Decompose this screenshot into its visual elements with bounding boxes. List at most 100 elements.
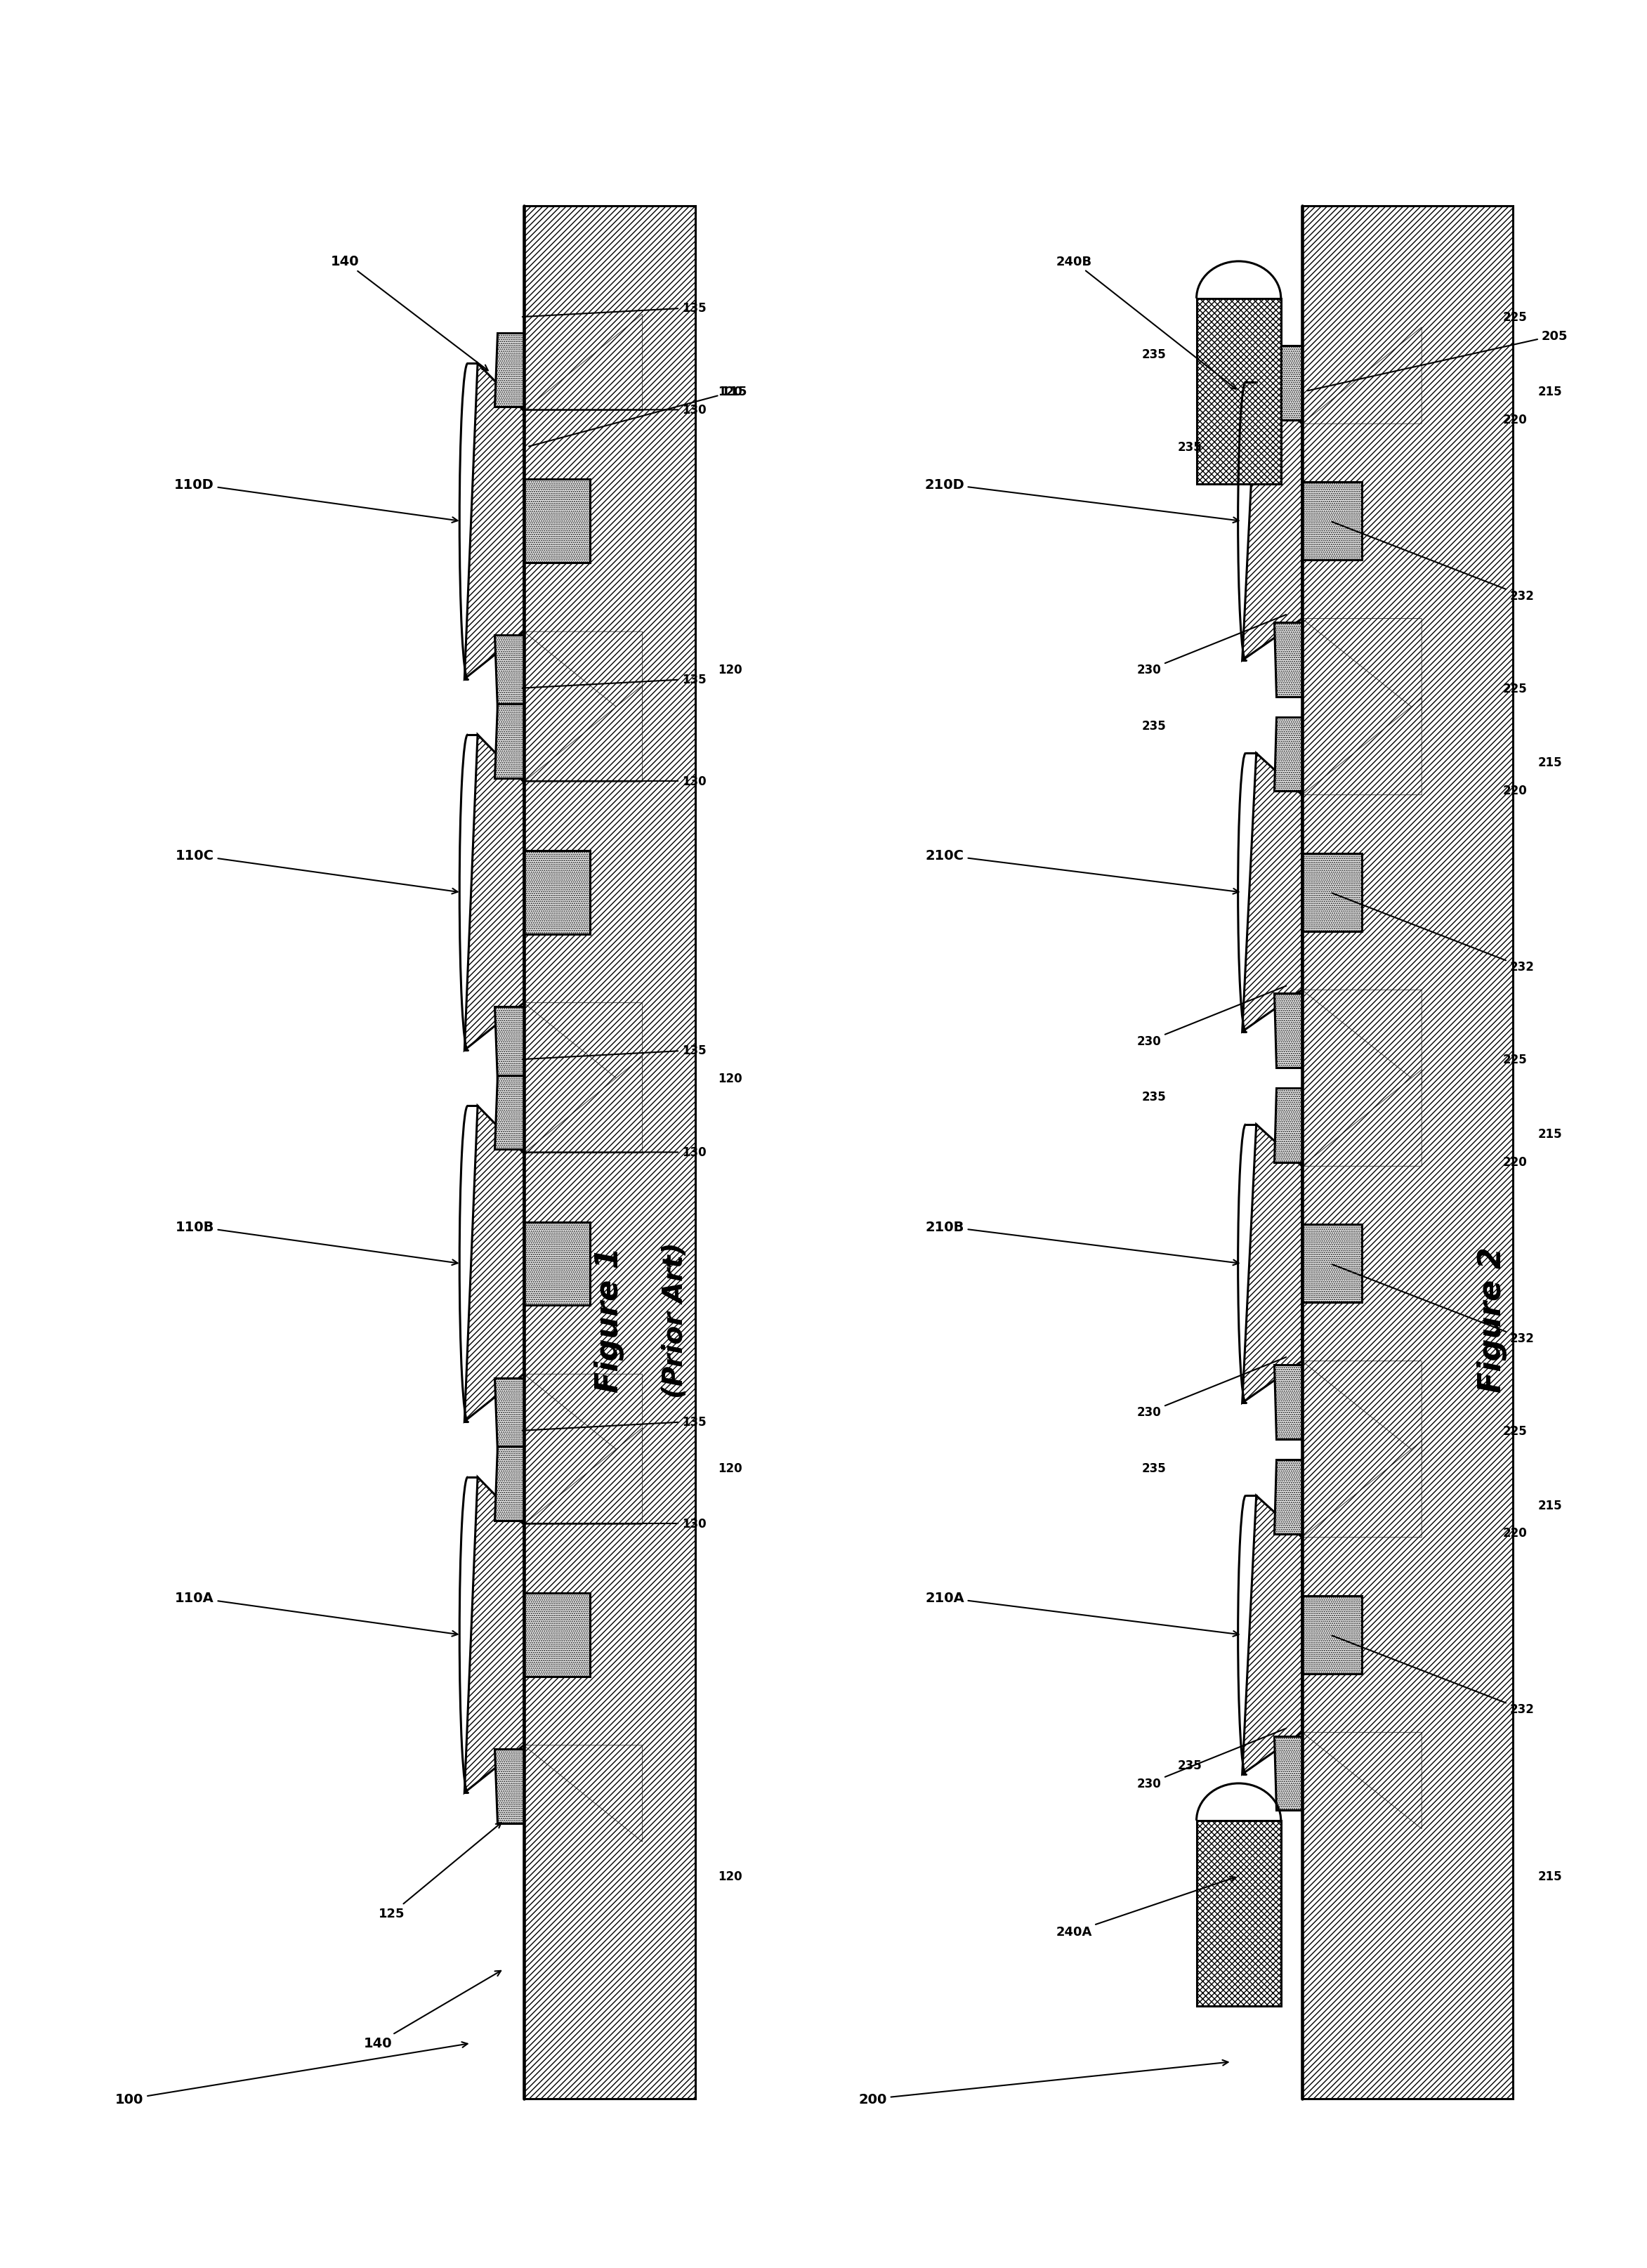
Text: 225: 225	[1502, 1052, 1527, 1066]
Text: 225: 225	[1502, 311, 1527, 324]
Text: 225: 225	[1502, 683, 1527, 694]
Text: 135: 135	[522, 302, 707, 318]
Text: Figure 2: Figure 2	[1477, 1247, 1507, 1393]
Bar	[1303, 483, 1362, 560]
Polygon shape	[1303, 327, 1421, 424]
Text: 230: 230	[1136, 987, 1286, 1048]
Polygon shape	[464, 735, 524, 1050]
Polygon shape	[1303, 619, 1421, 717]
Text: 235: 235	[1141, 349, 1166, 361]
Text: 120: 120	[718, 1869, 743, 1882]
Polygon shape	[494, 705, 524, 778]
Text: 120: 120	[718, 665, 743, 676]
Polygon shape	[1242, 1125, 1303, 1404]
Polygon shape	[524, 1057, 642, 1154]
Text: 135: 135	[522, 1415, 707, 1431]
Polygon shape	[494, 1007, 524, 1082]
Text: 210B: 210B	[926, 1220, 1239, 1266]
Bar	[1196, 299, 1281, 485]
Text: 125: 125	[379, 1823, 501, 1919]
Polygon shape	[494, 635, 524, 710]
Text: Figure 1: Figure 1	[595, 1247, 624, 1393]
Text: 220: 220	[1502, 1154, 1527, 1168]
Polygon shape	[1242, 1497, 1303, 1774]
Polygon shape	[524, 1746, 642, 1842]
Polygon shape	[1273, 347, 1303, 420]
Polygon shape	[464, 363, 524, 680]
Text: 230: 230	[1136, 615, 1286, 676]
Text: 235: 235	[1141, 719, 1166, 733]
Polygon shape	[524, 1002, 642, 1100]
Polygon shape	[494, 1447, 524, 1522]
Text: 140: 140	[331, 256, 488, 372]
Text: 140: 140	[364, 1971, 501, 2050]
Text: 240A: 240A	[1056, 1876, 1235, 1939]
Polygon shape	[1303, 206, 1514, 2098]
Text: 215: 215	[1538, 1499, 1561, 1510]
Polygon shape	[524, 315, 642, 411]
Text: 200: 200	[858, 2059, 1229, 2105]
Text: 110C: 110C	[176, 848, 458, 894]
Polygon shape	[1303, 1361, 1421, 1458]
Bar	[524, 1222, 590, 1306]
Bar	[524, 481, 590, 562]
Bar	[1196, 1821, 1281, 2007]
Polygon shape	[494, 1749, 524, 1823]
Bar	[1303, 853, 1362, 932]
Text: 110A: 110A	[175, 1592, 458, 1637]
Text: 215: 215	[1538, 758, 1561, 769]
Polygon shape	[464, 1107, 524, 1422]
Polygon shape	[524, 633, 642, 728]
Text: 235: 235	[1178, 1758, 1202, 1771]
Text: 232: 232	[1332, 894, 1533, 973]
Text: 232: 232	[1332, 1266, 1533, 1345]
Text: 215: 215	[1538, 1869, 1561, 1882]
Text: 210A: 210A	[926, 1592, 1239, 1637]
Polygon shape	[524, 206, 695, 2098]
Polygon shape	[1303, 699, 1421, 796]
Text: 120: 120	[718, 1073, 743, 1084]
Text: 220: 220	[1502, 1526, 1527, 1540]
Polygon shape	[524, 685, 642, 782]
Text: 130: 130	[522, 404, 707, 417]
Polygon shape	[464, 1476, 524, 1792]
Polygon shape	[524, 1374, 642, 1472]
Text: 130: 130	[522, 776, 707, 787]
Text: 230: 230	[1136, 1359, 1286, 1420]
Polygon shape	[1242, 753, 1303, 1032]
Text: 220: 220	[1502, 785, 1527, 796]
Polygon shape	[1273, 624, 1303, 696]
Text: 110B: 110B	[175, 1220, 458, 1266]
Bar	[524, 1592, 590, 1676]
Text: 210C: 210C	[926, 848, 1239, 894]
Polygon shape	[1273, 1365, 1303, 1440]
Text: 232: 232	[1332, 522, 1533, 603]
Text: 135: 135	[522, 674, 707, 689]
Text: 130: 130	[522, 1517, 707, 1531]
Text: 135: 135	[522, 1043, 707, 1059]
Text: 100: 100	[115, 2041, 468, 2105]
Polygon shape	[1303, 1733, 1421, 1828]
Polygon shape	[1242, 383, 1303, 660]
Polygon shape	[494, 333, 524, 408]
Text: 240B: 240B	[1056, 256, 1235, 390]
Text: 120: 120	[718, 1461, 743, 1474]
Text: 230: 230	[1136, 1728, 1286, 1789]
Text: 120: 120	[718, 386, 743, 399]
Text: 210D: 210D	[924, 479, 1239, 524]
Bar	[1303, 1597, 1362, 1674]
Text: 215: 215	[1538, 386, 1561, 399]
Text: 115: 115	[529, 386, 748, 447]
Text: 235: 235	[1178, 440, 1202, 454]
Text: 110D: 110D	[175, 479, 458, 524]
Text: 205: 205	[1308, 329, 1568, 392]
Polygon shape	[524, 1429, 642, 1524]
Text: 225: 225	[1502, 1424, 1527, 1438]
Polygon shape	[1273, 993, 1303, 1068]
Text: 235: 235	[1141, 1091, 1166, 1102]
Text: 235: 235	[1141, 1461, 1166, 1474]
Polygon shape	[1303, 1070, 1421, 1166]
Polygon shape	[1303, 1440, 1421, 1538]
Polygon shape	[1303, 991, 1421, 1086]
Polygon shape	[1273, 1737, 1303, 1810]
